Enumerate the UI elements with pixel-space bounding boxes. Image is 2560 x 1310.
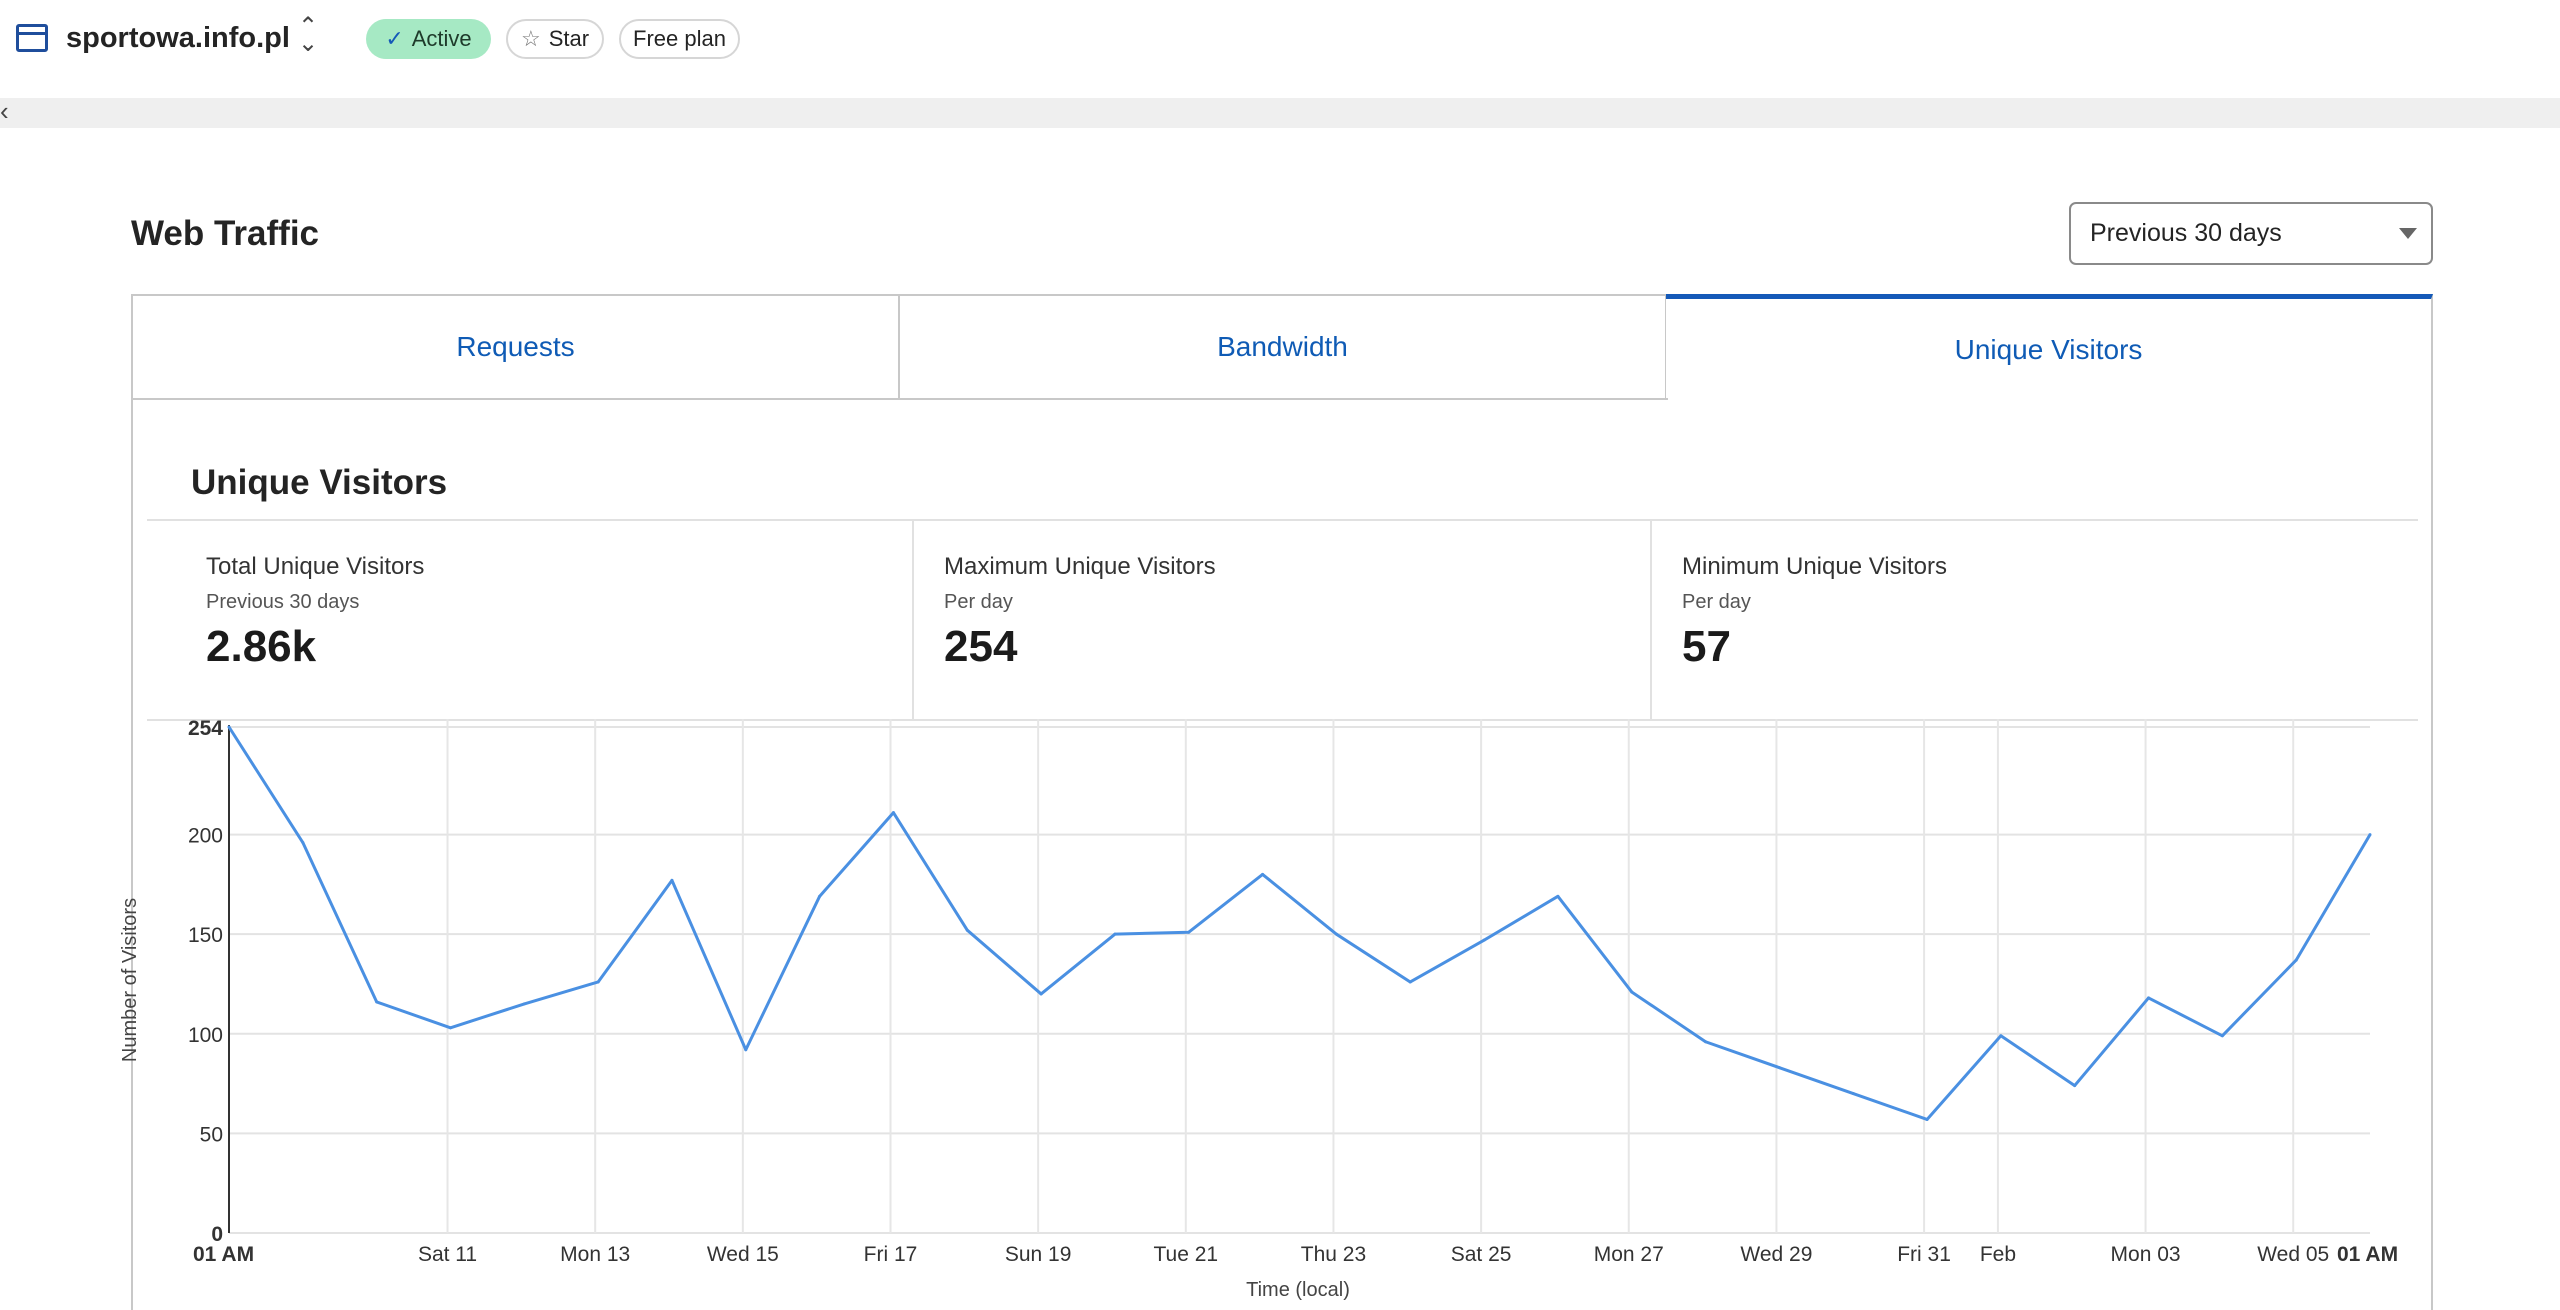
data-point (1630, 990, 1634, 994)
stat-sub: Per day (944, 591, 1013, 613)
data-point (744, 1048, 748, 1052)
y-axis-title: Number of Visitors (119, 898, 141, 1062)
data-point (818, 894, 822, 898)
stat-label: Total Unique Visitors (206, 553, 425, 580)
date-range-select[interactable]: Previous 30 days (2069, 202, 2433, 265)
divider (912, 519, 914, 720)
data-point (1113, 932, 1117, 936)
stat-maximum: Maximum Unique Visitors Per day 254 (944, 553, 1216, 672)
data-point (1334, 932, 1338, 936)
tab-bandwidth[interactable]: Bandwidth (898, 294, 1667, 400)
x-tick-label: Mon 27 (1594, 1243, 1664, 1266)
section-title: Unique Visitors (191, 463, 448, 502)
panel-border (131, 398, 133, 1310)
data-point (1187, 930, 1191, 934)
data-point (522, 1002, 526, 1006)
plan-badge[interactable]: Free plan (619, 19, 740, 59)
stat-total: Total Unique Visitors Previous 30 days 2… (206, 553, 424, 672)
x-tick-label: Sat 25 (1451, 1243, 1512, 1266)
data-point (448, 1026, 452, 1030)
dropdown-caret-icon (2399, 228, 2417, 239)
series-line (227, 726, 2372, 1121)
y-tick-label: 150 (188, 924, 223, 947)
data-point (301, 841, 305, 845)
data-point (965, 928, 969, 932)
data-point (1408, 980, 1412, 984)
data-point (2147, 996, 2151, 1000)
data-point (2294, 958, 2298, 962)
check-icon: ✓ (385, 26, 404, 51)
x-tick-label: Wed 29 (1740, 1243, 1812, 1266)
data-point (1999, 1034, 2003, 1038)
panel-border (2431, 400, 2433, 1310)
divider (147, 519, 2418, 521)
x-tick-label: Sun 19 (1005, 1243, 1072, 1266)
data-point (2368, 833, 2372, 837)
data-point (227, 725, 231, 729)
collapse-chevron-icon[interactable]: ‹ (0, 96, 9, 126)
data-point (1777, 1066, 1781, 1070)
stat-sub: Previous 30 days (206, 591, 360, 613)
status-badge: ✓ Active (366, 19, 491, 59)
x-tick-label: Thu 23 (1301, 1243, 1366, 1266)
tab-unique-visitors[interactable]: Unique Visitors (1666, 294, 2433, 400)
star-label: Star (548, 26, 590, 51)
star-button[interactable]: ☆ Star (506, 19, 604, 59)
site-name[interactable]: sportowa.info.pl (66, 22, 290, 54)
x-tick-label: Sat 11 (418, 1243, 477, 1266)
y-tick-label: 100 (188, 1024, 223, 1047)
divider (1650, 519, 1652, 720)
stat-value: 254 (944, 622, 1018, 671)
traffic-tabs: Requests Bandwidth Unique Visitors (131, 294, 2433, 400)
stat-value: 2.86k (206, 622, 317, 671)
y-tick-label: 0 (211, 1223, 223, 1246)
data-point (1039, 992, 1043, 996)
date-range-value: Previous 30 days (2090, 219, 2282, 247)
data-point (375, 1000, 379, 1004)
data-point (891, 811, 895, 815)
data-point (2220, 1034, 2224, 1038)
x-tick-label: Tue 21 (1154, 1243, 1219, 1266)
chevron-up-down-icon[interactable]: ⌃ ⌄ (297, 13, 319, 57)
x-tick-label: Wed 15 (707, 1243, 779, 1266)
status-badge-label: Active (411, 26, 472, 51)
stat-sub: Per day (1682, 591, 1751, 613)
y-tick-label: 50 (200, 1123, 223, 1146)
x-tick-label: 01 AM (2337, 1243, 2398, 1266)
x-tick-label: Mon 13 (560, 1243, 630, 1266)
data-point (596, 980, 600, 984)
collapse-bar (0, 98, 2560, 128)
stat-value: 57 (1682, 622, 1731, 671)
browser-window-icon (16, 24, 48, 52)
page-title: Web Traffic (131, 214, 320, 253)
data-point (1556, 894, 1560, 898)
tab-requests[interactable]: Requests (131, 294, 900, 400)
x-tick-label: Wed 05 (2257, 1243, 2329, 1266)
divider (131, 398, 1668, 400)
y-tick-label: 200 (188, 825, 223, 848)
stat-label: Minimum Unique Visitors (1682, 553, 1947, 580)
data-point (1925, 1117, 1929, 1121)
x-tick-label: Feb (1980, 1243, 2016, 1266)
x-tick-label: Fri 31 (1897, 1243, 1951, 1266)
data-point (1261, 872, 1265, 876)
x-tick-label: Fri 17 (864, 1243, 918, 1266)
x-tick-label: 01 AM (193, 1243, 254, 1266)
data-point (1704, 1040, 1708, 1044)
plan-badge-label: Free plan (633, 26, 726, 51)
data-point (2073, 1084, 2077, 1088)
stat-minimum: Minimum Unique Visitors Per day 57 (1682, 553, 1947, 672)
data-point (670, 878, 674, 882)
star-icon: ☆ (520, 26, 541, 51)
y-tick-label: 254 (188, 717, 223, 740)
x-tick-label: Mon 03 (2111, 1243, 2181, 1266)
data-point (1482, 938, 1486, 942)
data-point (1851, 1092, 1855, 1096)
stat-label: Maximum Unique Visitors (944, 553, 1216, 580)
divider (147, 719, 2418, 721)
x-axis-title: Time (local) (1246, 1279, 1350, 1301)
